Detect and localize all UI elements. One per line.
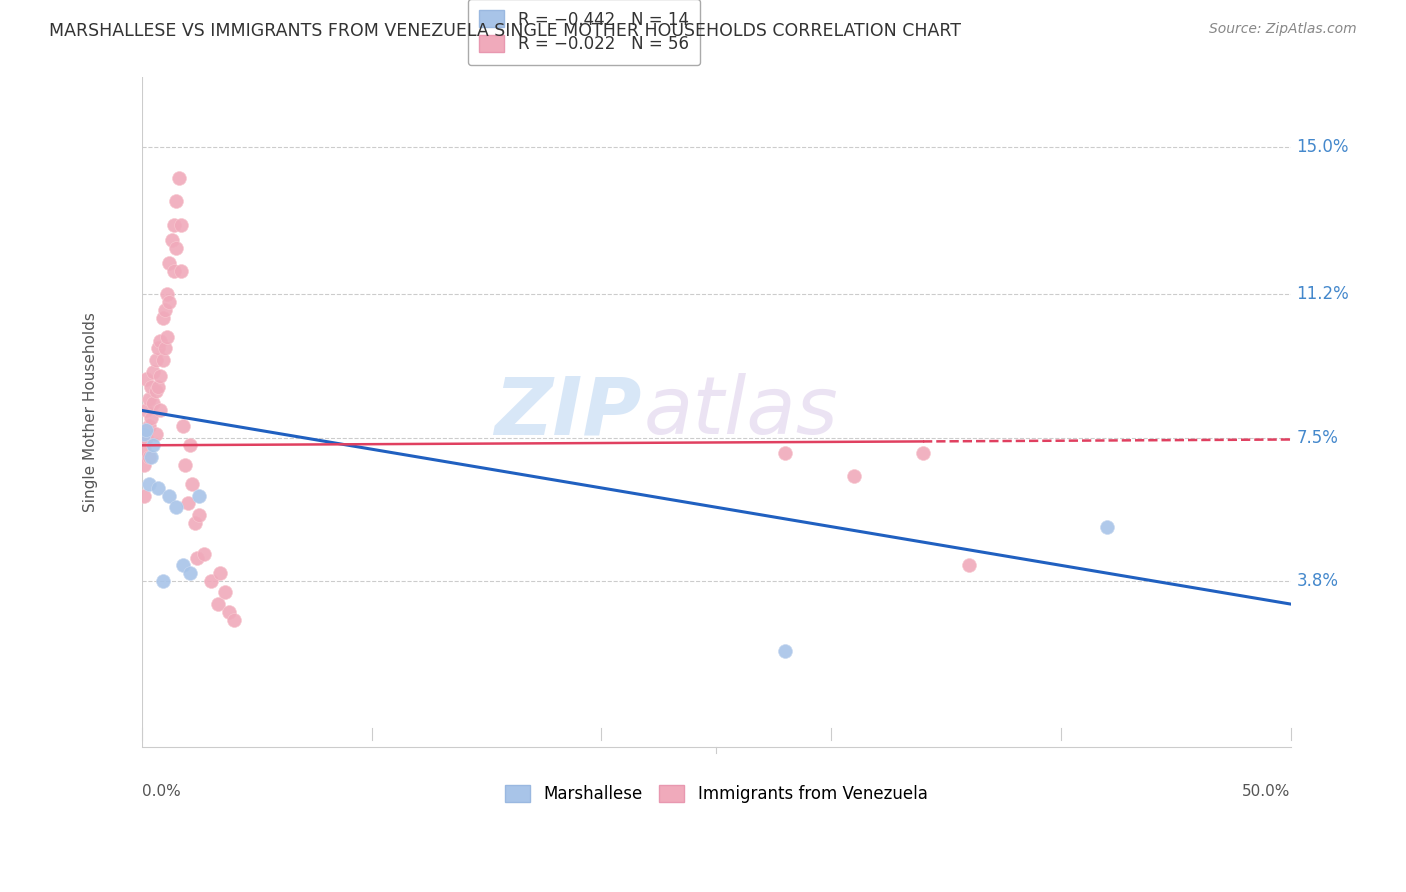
Point — [142, 395, 165, 409]
Point — [163, 218, 186, 232]
Text: MARSHALLESE VS IMMIGRANTS FROM VENEZUELA SINGLE MOTHER HOUSEHOLDS CORRELATION CH: MARSHALLESE VS IMMIGRANTS FROM VENEZUELA… — [49, 22, 962, 40]
Point — [222, 613, 245, 627]
Point — [149, 403, 172, 417]
Point — [153, 302, 176, 317]
Point — [188, 489, 211, 503]
Point — [186, 550, 208, 565]
Point — [165, 500, 187, 515]
Point — [134, 489, 156, 503]
Text: 7.5%: 7.5% — [1296, 428, 1339, 447]
Point — [139, 380, 162, 394]
Point — [170, 218, 193, 232]
Point — [145, 353, 167, 368]
Legend: Marshallese, Immigrants from Venezuela: Marshallese, Immigrants from Venezuela — [495, 774, 938, 813]
Point — [146, 481, 169, 495]
Point — [146, 380, 169, 394]
Point — [193, 547, 215, 561]
Point — [156, 330, 179, 344]
Point — [842, 469, 865, 483]
Point — [149, 368, 172, 383]
Point — [146, 342, 169, 356]
Point — [214, 585, 236, 599]
Point — [152, 353, 174, 368]
Point — [160, 233, 183, 247]
Point — [157, 489, 180, 503]
Point — [153, 342, 176, 356]
Point — [134, 458, 156, 472]
Point — [188, 508, 211, 522]
Point — [138, 477, 160, 491]
Point — [177, 496, 200, 510]
Point — [911, 446, 934, 460]
Point — [172, 419, 194, 434]
Point — [134, 426, 156, 441]
Text: 3.8%: 3.8% — [1296, 572, 1339, 590]
Point — [170, 264, 193, 278]
Point — [138, 392, 160, 406]
Point — [152, 310, 174, 325]
Point — [135, 403, 157, 417]
Point — [156, 287, 179, 301]
Point — [145, 426, 167, 441]
Point — [957, 558, 980, 573]
Point — [773, 643, 796, 657]
Point — [165, 194, 187, 209]
Text: ZIP: ZIP — [494, 374, 641, 451]
Point — [207, 597, 229, 611]
Text: Source: ZipAtlas.com: Source: ZipAtlas.com — [1209, 22, 1357, 37]
Point — [152, 574, 174, 588]
Point — [142, 365, 165, 379]
Point — [167, 171, 190, 186]
Point — [200, 574, 222, 588]
Point — [138, 419, 160, 434]
Point — [208, 566, 231, 580]
Point — [218, 605, 240, 619]
Point — [179, 566, 201, 580]
Point — [145, 384, 167, 398]
Point — [139, 411, 162, 425]
Point — [134, 442, 156, 457]
Point — [135, 431, 157, 445]
Point — [138, 450, 160, 464]
Text: 11.2%: 11.2% — [1296, 285, 1350, 303]
Point — [773, 446, 796, 460]
Text: atlas: atlas — [644, 374, 838, 451]
Point — [157, 295, 180, 310]
Point — [149, 334, 172, 348]
Point — [183, 516, 205, 530]
Text: 0.0%: 0.0% — [142, 784, 180, 799]
Text: Single Mother Households: Single Mother Households — [83, 312, 97, 512]
Point — [135, 372, 157, 386]
Point — [157, 256, 180, 270]
Point — [165, 241, 187, 255]
Point — [139, 450, 162, 464]
Point — [181, 477, 204, 491]
Point — [174, 458, 197, 472]
Point — [163, 264, 186, 278]
Point — [135, 423, 157, 437]
Point — [172, 558, 194, 573]
Text: 50.0%: 50.0% — [1243, 784, 1291, 799]
Point — [179, 438, 201, 452]
Text: 15.0%: 15.0% — [1296, 138, 1348, 156]
Point — [142, 438, 165, 452]
Point — [1095, 519, 1118, 533]
